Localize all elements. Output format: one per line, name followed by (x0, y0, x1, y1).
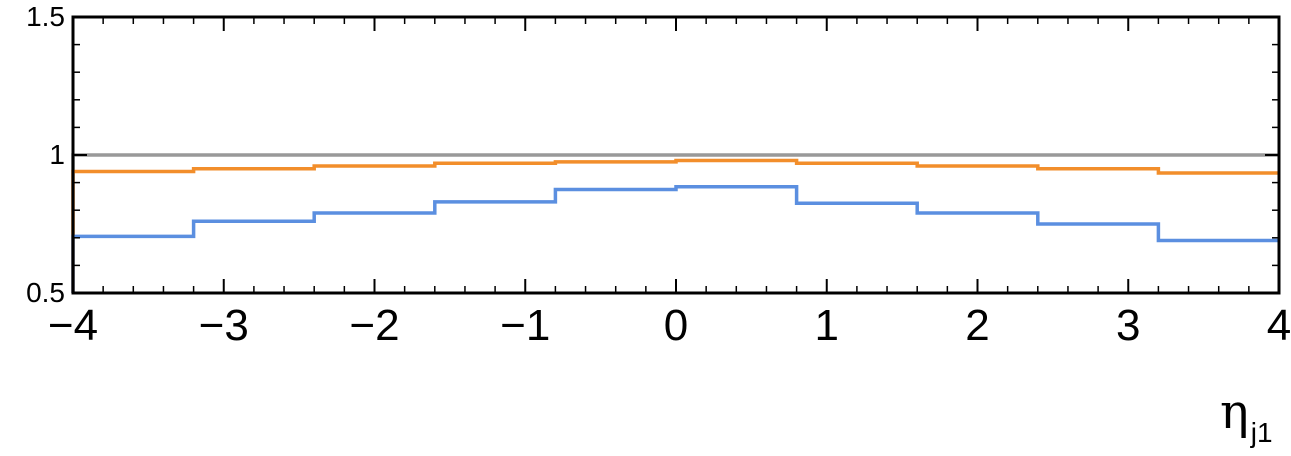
x-tick-label: 1 (815, 301, 839, 350)
y-tick-label: 0.5 (26, 277, 65, 308)
x-axis-symbol: η (1220, 384, 1249, 440)
x-tick-label: −1 (500, 301, 550, 350)
series-0-step-line (71, 153, 1279, 293)
x-tick-label: −3 (199, 301, 249, 350)
x-tick-label: 2 (965, 301, 989, 350)
tick-labels-layer: −4 −3 −2 −1 0 1 2 3 4 0.5 1 1.5 (26, 1, 1291, 350)
series-1-step-line (71, 158, 1279, 293)
y-tick-label: 1.5 (26, 1, 65, 32)
x-axis-title: ηj1 (1220, 384, 1273, 448)
ticks-layer (72, 16, 1280, 294)
x-tick-label: 0 (664, 301, 688, 350)
y-tick-label: 1 (49, 139, 65, 170)
x-tick-label: −4 (48, 301, 98, 350)
x-tick-label: 3 (1116, 301, 1140, 350)
x-tick-label: 4 (1267, 301, 1291, 350)
x-axis-subscript: j1 (1250, 417, 1273, 448)
x-tick-label: −2 (349, 301, 399, 350)
series-2-step-line (71, 184, 1279, 293)
series-layer (71, 153, 1279, 293)
